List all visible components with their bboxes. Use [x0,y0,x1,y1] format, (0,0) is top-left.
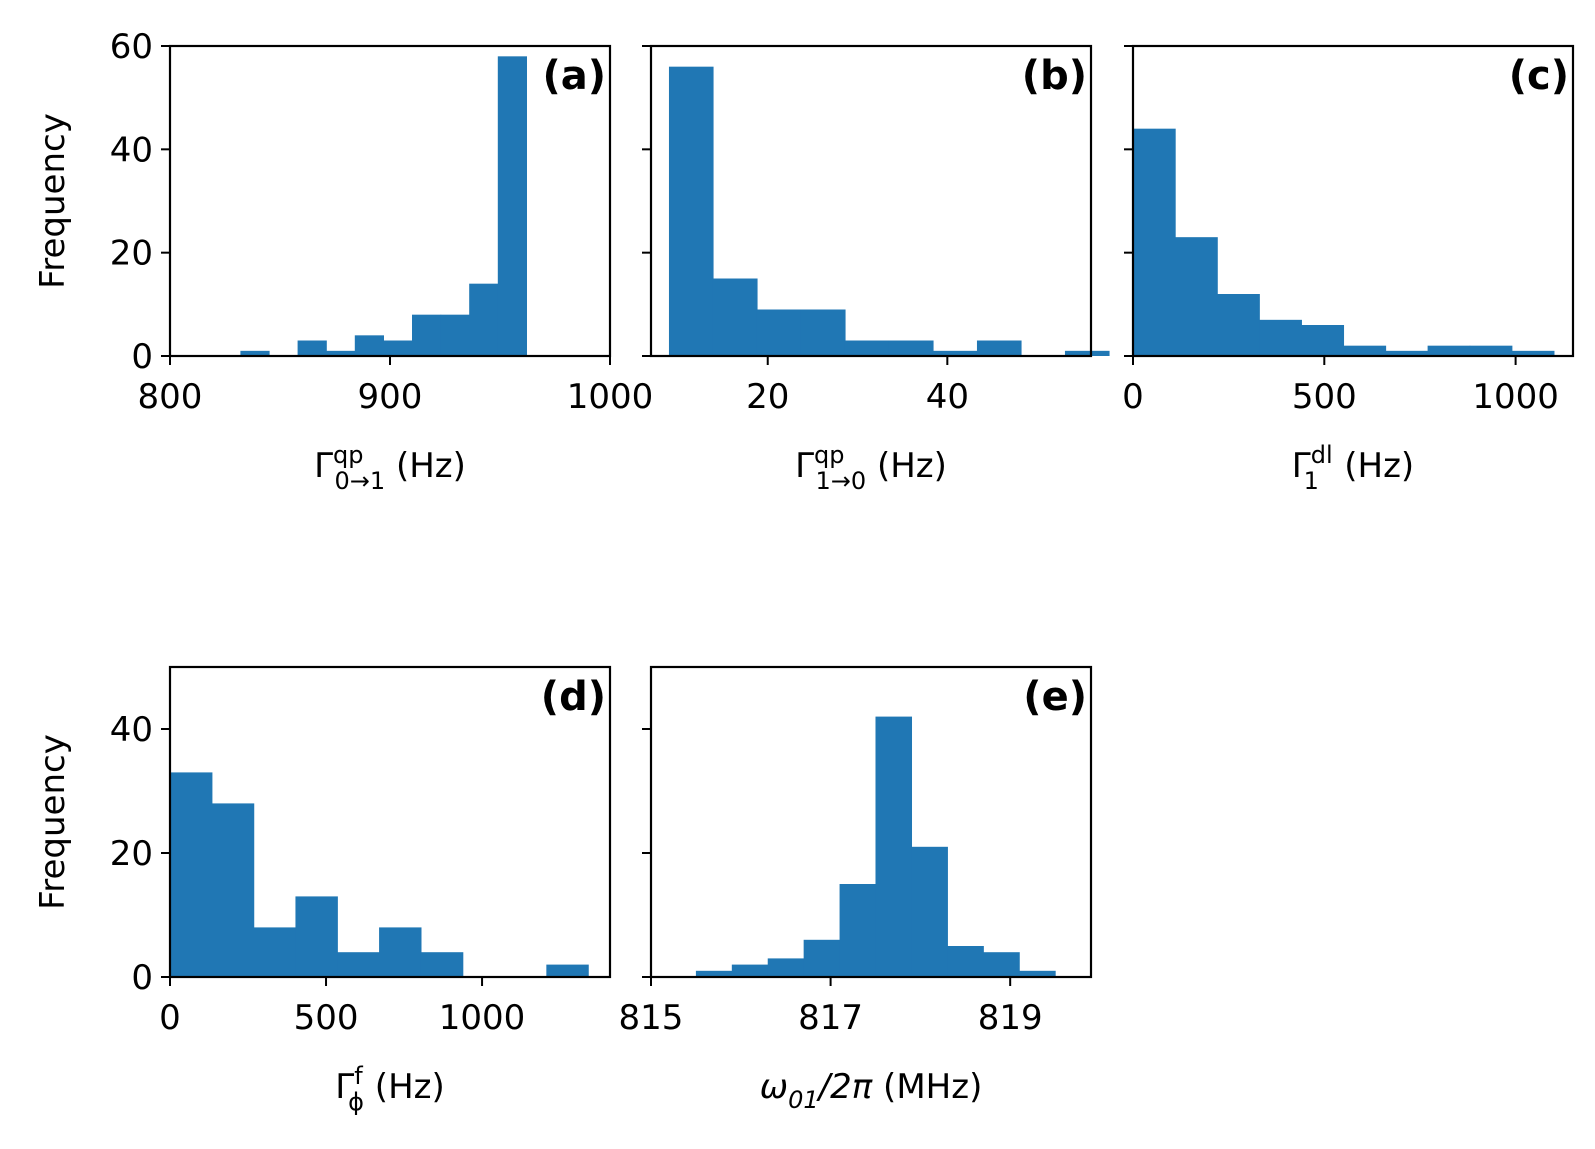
axes-frame-d [168,665,612,979]
xtick-label-d-1: 500 [294,998,359,1038]
bar-b-0 [668,66,714,357]
panel-e: 815 817 819 (e) ω01/2π (MHz) [619,665,1093,1114]
xtick-label-b-0: 20 [746,377,789,417]
bar-d-1 [211,803,255,977]
ytick-label-a-3: 60 [110,27,153,67]
bar-e-7 [947,946,984,977]
xtick-label-e-0: 815 [619,998,684,1038]
bar-c-1 [1175,237,1218,356]
panel-a: 800 900 1000 0 20 40 60 Frequency (a) Γqp 0→1 (Hz) [33,27,653,495]
ytick-label-a-0: 0 [131,337,153,377]
bar-a-2 [297,340,327,356]
xlabel-e: ω01/2π (MHz) [760,1067,983,1114]
bar-c-5 [1343,345,1387,356]
bar-e-9 [1019,970,1056,977]
bar-d-2 [253,927,297,977]
xtick-label-b-1: 40 [926,377,969,417]
xtick-label-a-0: 800 [138,377,203,417]
bar-a-9 [497,56,527,356]
panel-c: 0 500 1000 (c) Γdl 1 (Hz) [1122,44,1575,495]
bar-b-5 [888,340,934,356]
ylabel-a: Frequency [33,113,73,289]
bar-a-8 [469,283,499,356]
bar-c-0 [1133,128,1176,356]
bar-a-4 [354,335,384,356]
panel-d: 0 500 1000 0 20 40 Frequency (d) Γf ϕ (Hz) [33,665,612,1116]
bar-e-8 [983,952,1020,977]
bar-e-6 [911,846,948,977]
ytick-label-a-2: 40 [110,130,153,170]
xlabel-a: Γqp 0→1 (Hz) [314,441,466,495]
bar-e-5 [875,716,913,977]
bar-e-0 [695,970,733,977]
xlabel-c: Γdl 1 (Hz) [1292,441,1414,495]
bar-e-1 [731,964,769,977]
bar-a-7 [440,314,470,356]
bar-b-7 [976,340,1022,356]
xlabel-d: Γf ϕ (Hz) [335,1062,445,1116]
bar-d-5 [379,927,422,977]
axes-frame-b [649,44,1093,358]
axes-frame-e [649,665,1093,979]
bar-d-4 [337,952,380,977]
bar-c-3 [1259,319,1302,356]
bar-a-0 [240,350,270,356]
bar-b-4 [844,340,890,356]
ytick-label-d-2: 40 [110,710,153,750]
xtick-label-c-1: 500 [1292,377,1357,417]
xtick-label-c-2: 1000 [1472,377,1559,417]
bar-c-9 [1511,350,1555,356]
ytick-label-a-1: 20 [110,234,153,274]
panel-label-a: (a) [542,53,606,99]
xlabel-b: Γqp 1→0 (Hz) [795,441,947,495]
bar-b-6 [932,350,978,356]
bar-b-1 [712,278,758,356]
bar-d-0 [170,772,213,977]
bar-b-2 [756,309,802,356]
bar-c-7 [1427,345,1471,356]
panel-label-c: (c) [1509,53,1569,99]
xtick-label-e-2: 819 [978,998,1043,1038]
bar-d-9 [546,964,589,977]
bar-b-3 [800,309,846,356]
bar-c-2 [1217,294,1260,356]
bar-b-9 [1064,350,1110,356]
bar-d-6 [420,952,464,977]
axes-frame-c [1131,44,1575,358]
bar-e-3 [803,939,841,977]
bar-c-6 [1385,350,1429,356]
xtick-label-a-2: 1000 [567,377,654,417]
xtick-label-c-0: 0 [1122,377,1144,417]
bar-a-5 [383,340,413,356]
bar-c-4 [1301,325,1345,356]
xtick-label-a-1: 900 [358,377,423,417]
xtick-label-d-2: 1000 [439,998,526,1038]
panel-label-b: (b) [1022,53,1087,99]
xtick-label-e-1: 817 [798,998,863,1038]
panel-b: 20 40 (b) Γqp 1→0 (Hz) [642,44,1110,495]
bar-e-4 [839,884,877,977]
xtick-label-d-0: 0 [159,998,181,1038]
bar-a-3 [326,350,356,356]
ytick-label-d-0: 0 [131,958,153,998]
bar-a-6 [412,314,442,356]
panel-label-e: (e) [1023,674,1087,720]
bar-d-3 [295,896,338,977]
bar-e-2 [767,958,805,977]
ytick-label-d-1: 20 [110,834,153,874]
panel-label-d: (d) [541,674,606,720]
bar-c-8 [1469,345,1513,356]
ylabel-d: Frequency [33,734,73,910]
